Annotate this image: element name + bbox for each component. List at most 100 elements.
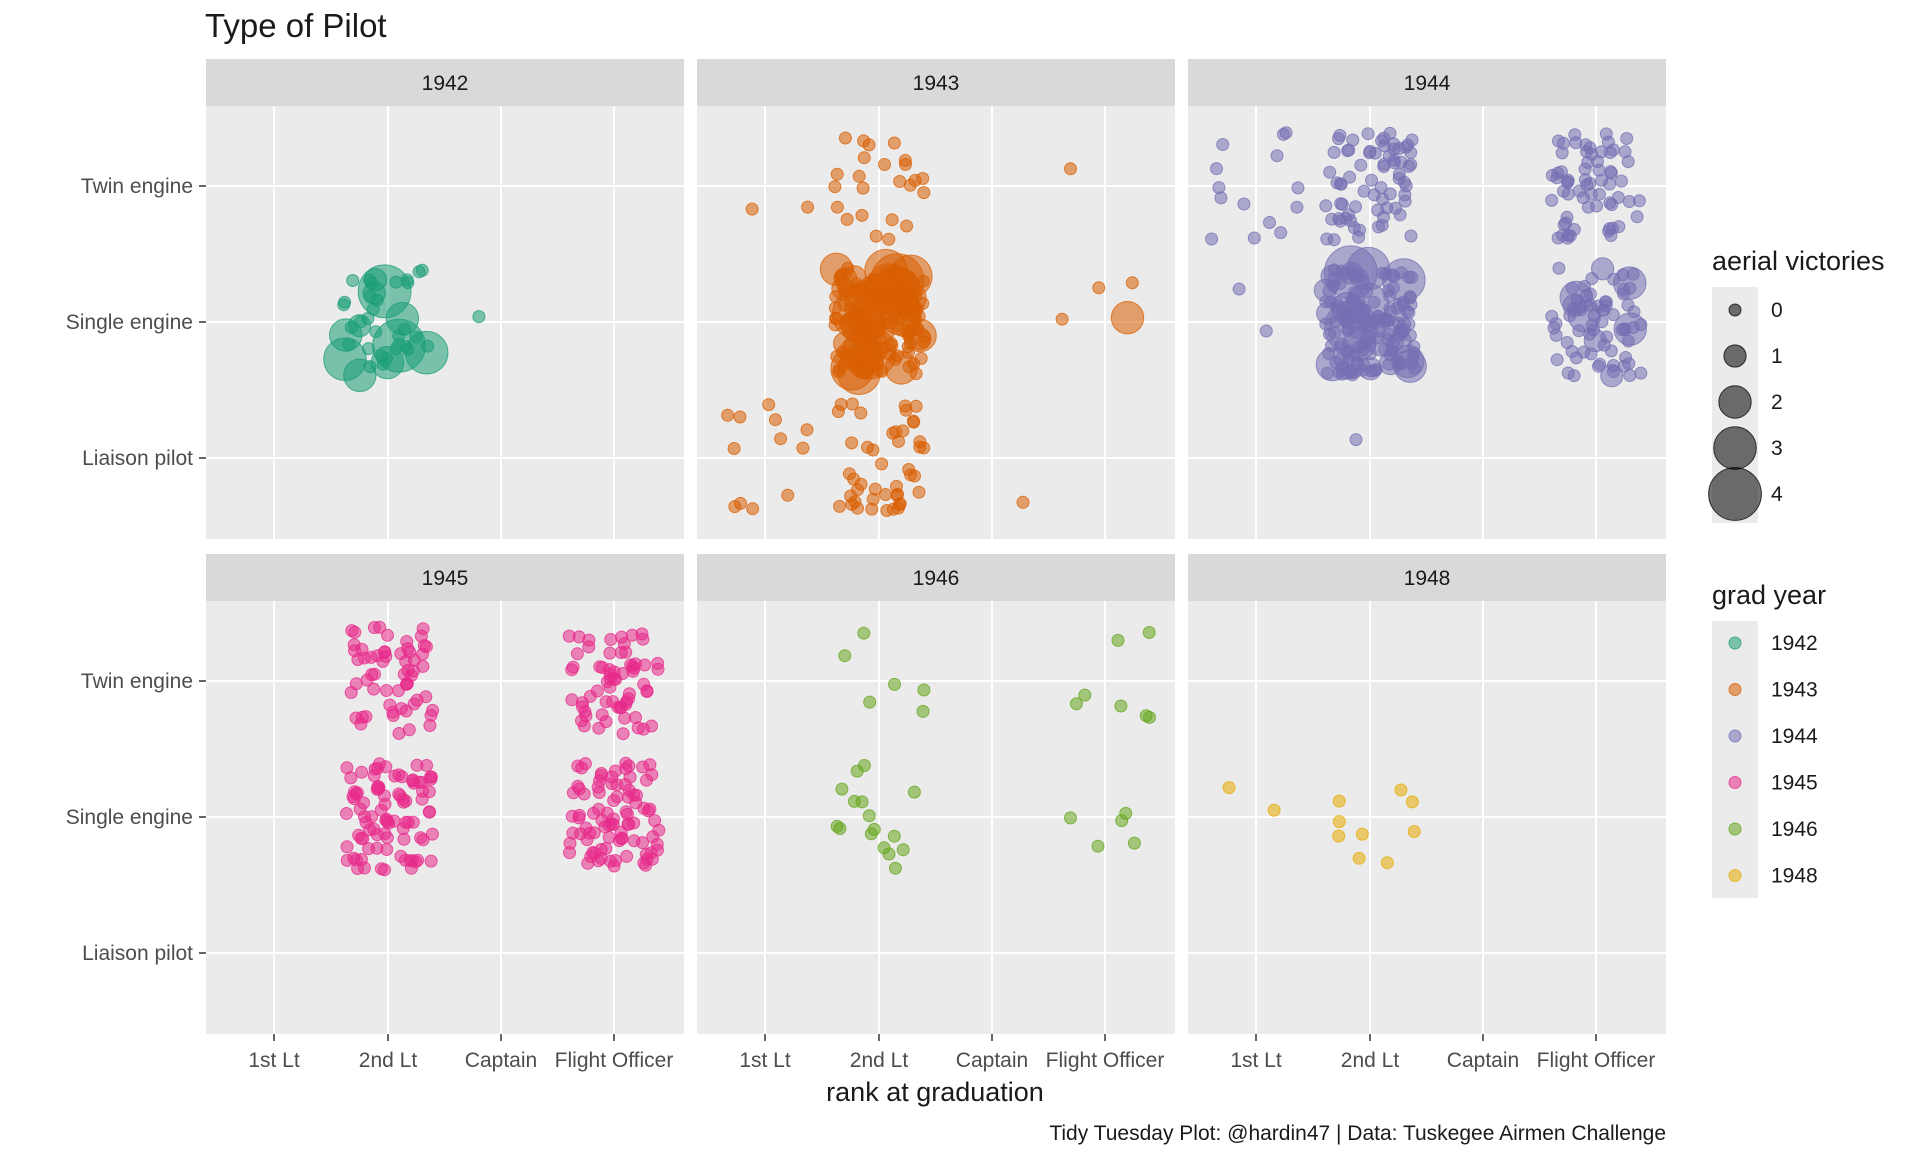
data-point — [1270, 149, 1284, 163]
x-tick-label: 2nd Lt — [359, 1049, 418, 1072]
data-point — [844, 489, 858, 503]
data-point — [1345, 293, 1359, 307]
data-point — [359, 710, 373, 724]
data-point — [591, 854, 605, 868]
data-point — [363, 360, 377, 374]
data-point — [1354, 158, 1368, 172]
data-point — [1570, 293, 1584, 307]
data-point — [857, 626, 871, 640]
data-point — [878, 300, 892, 314]
data-point — [1551, 166, 1565, 180]
data-point — [1127, 836, 1141, 850]
data-point — [875, 364, 889, 378]
data-point — [582, 633, 596, 647]
data-point — [1583, 176, 1597, 190]
data-point — [830, 200, 844, 214]
x-tick-label: 2nd Lt — [1341, 1049, 1400, 1072]
data-point — [733, 410, 747, 424]
data-point — [581, 856, 595, 870]
data-point — [1320, 366, 1334, 380]
data-point — [1267, 803, 1281, 817]
data-point — [1585, 272, 1599, 286]
data-point — [882, 847, 896, 861]
x-tick-label: 1st Lt — [1230, 1049, 1282, 1072]
data-point — [425, 827, 439, 841]
data-point — [855, 795, 869, 809]
data-point — [855, 323, 869, 336]
data-point — [1389, 201, 1403, 215]
data-point — [878, 158, 891, 171]
data-point — [1402, 270, 1416, 284]
data-point — [631, 721, 645, 735]
data-point — [845, 397, 859, 411]
data-point — [862, 809, 876, 823]
data-point — [622, 687, 636, 701]
data-point — [410, 693, 424, 707]
facet-panel-1945: 1945 — [206, 554, 684, 1034]
data-point — [1335, 197, 1349, 211]
data-point — [891, 501, 905, 515]
data-point — [609, 672, 623, 686]
data-point — [373, 620, 387, 634]
data-point — [1343, 170, 1357, 184]
data-point — [847, 472, 861, 486]
x-tick-label: 1st Lt — [248, 1049, 300, 1072]
data-point — [1620, 132, 1634, 145]
data-point — [386, 705, 400, 719]
data-point — [866, 492, 880, 506]
facet-strip — [697, 59, 1175, 106]
data-point — [401, 276, 415, 290]
data-point — [762, 398, 776, 412]
data-point — [888, 677, 901, 691]
data-point — [360, 673, 374, 687]
caption: Tidy Tuesday Plot: @hardin47 | Data: Tus… — [1049, 1122, 1666, 1145]
x-tick-label: Flight Officer — [555, 1049, 674, 1072]
data-point — [829, 290, 843, 304]
data-point — [1392, 328, 1406, 342]
size-legend-title: aerial victories — [1712, 246, 1885, 276]
data-point — [882, 232, 896, 246]
data-point — [402, 723, 416, 737]
data-point — [838, 649, 852, 663]
data-point — [800, 423, 814, 437]
size-legend-label: 4 — [1771, 483, 1783, 506]
data-point — [1559, 216, 1573, 230]
data-point — [1357, 337, 1371, 351]
data-point — [1577, 345, 1591, 359]
data-point — [1383, 289, 1397, 303]
y-tick-label: Liaison pilot — [82, 447, 193, 470]
data-point — [907, 309, 920, 323]
points-1946 — [830, 626, 1156, 875]
data-point — [1377, 315, 1391, 329]
data-point — [1622, 195, 1636, 208]
data-point — [1328, 326, 1342, 340]
data-point — [651, 656, 665, 670]
data-point — [594, 843, 608, 856]
data-point — [1362, 319, 1376, 332]
data-point — [410, 758, 424, 772]
data-point — [1361, 127, 1375, 141]
data-point — [643, 802, 657, 816]
data-point — [1634, 366, 1648, 380]
data-point — [640, 852, 654, 866]
data-point — [423, 805, 437, 819]
data-point — [1290, 200, 1304, 214]
data-point — [595, 661, 609, 674]
data-point — [907, 357, 921, 371]
data-point — [347, 638, 361, 652]
data-point — [615, 831, 629, 845]
data-point — [369, 325, 383, 339]
data-point — [354, 853, 368, 866]
x-axis-title: rank at graduation — [826, 1077, 1044, 1107]
data-point — [1332, 815, 1346, 829]
data-point — [354, 315, 368, 329]
data-point — [1595, 173, 1609, 187]
data-point — [887, 829, 901, 843]
data-point — [1344, 214, 1357, 228]
data-point — [604, 633, 618, 646]
data-point — [907, 785, 921, 799]
data-point — [399, 794, 413, 808]
data-point — [1328, 315, 1342, 329]
data-point — [908, 469, 921, 483]
data-point — [1352, 851, 1366, 865]
